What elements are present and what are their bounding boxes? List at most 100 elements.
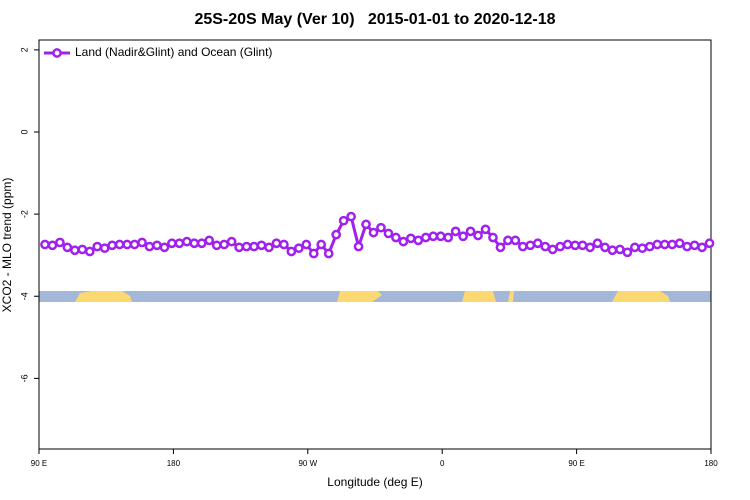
land: [462, 291, 496, 302]
x-tick-label: 90 E: [31, 459, 47, 468]
point: [644, 241, 655, 252]
point: [532, 238, 543, 249]
land: [337, 291, 382, 302]
point: [204, 235, 215, 246]
point: [607, 245, 618, 256]
point: [443, 232, 454, 243]
point: [241, 241, 252, 252]
point: [525, 240, 536, 251]
point: [488, 232, 498, 243]
point: [689, 240, 700, 251]
point: [637, 243, 648, 254]
x-tick-label: 0: [440, 459, 445, 468]
y-tick-label: 2: [19, 47, 29, 52]
point: [428, 231, 439, 242]
x-axis-label: Longitude (deg E): [327, 475, 422, 489]
point: [286, 246, 297, 257]
point: [659, 239, 670, 250]
point: [697, 242, 707, 253]
point: [144, 241, 155, 252]
point: [495, 242, 506, 253]
x-tick-label: 90 E: [568, 459, 584, 468]
point: [353, 241, 364, 252]
legend-marker: [52, 48, 62, 58]
land: [612, 291, 670, 302]
point: [226, 236, 237, 247]
point: [510, 235, 521, 246]
point: [398, 236, 409, 247]
point: [458, 231, 468, 242]
point: [219, 239, 230, 250]
point: [189, 238, 200, 249]
legend-label: Land (Nadir&Glint) and Ocean (Glint): [75, 45, 272, 59]
point: [129, 239, 140, 250]
point: [405, 233, 416, 244]
point: [122, 239, 132, 250]
point: [540, 241, 551, 252]
point: [181, 236, 192, 247]
point: [517, 241, 528, 252]
point: [570, 240, 580, 251]
y-tick-label: -4: [19, 292, 29, 300]
point: [40, 239, 50, 250]
point: [652, 239, 663, 250]
point: [368, 227, 379, 238]
point: [592, 238, 603, 249]
point: [331, 229, 342, 240]
point: [84, 246, 95, 257]
point: [391, 232, 401, 243]
land: [508, 291, 514, 302]
y-axis-label: XCO2 - MLO trend (ppm): [0, 178, 14, 313]
point: [249, 241, 259, 252]
point: [667, 239, 678, 250]
point: [159, 242, 170, 253]
y-tick-label: -6: [19, 374, 29, 382]
point: [562, 239, 573, 250]
point: [503, 235, 513, 246]
point: [615, 244, 625, 255]
point: [137, 237, 147, 248]
point: [69, 245, 80, 256]
point: [92, 241, 103, 252]
land-ocean-band: [39, 291, 711, 302]
point: [107, 240, 118, 251]
point: [47, 240, 58, 251]
point: [682, 241, 692, 252]
x-tick-label: 180: [704, 459, 718, 468]
point: [450, 226, 461, 237]
point: [555, 241, 566, 252]
point: [99, 243, 110, 254]
point: [547, 244, 558, 255]
point: [152, 240, 162, 251]
point: [435, 231, 446, 242]
x-tick-label: 180: [167, 459, 181, 468]
point: [704, 238, 715, 249]
chart-title: 25S-20S May (Ver 10) 2015-01-01 to 2020-…: [194, 11, 555, 28]
point: [196, 238, 207, 249]
point: [600, 242, 610, 253]
point: [77, 244, 88, 255]
point: [383, 228, 394, 239]
point: [279, 239, 289, 250]
y-tick-label: -2: [19, 210, 29, 218]
point: [361, 219, 371, 230]
point: [674, 238, 685, 249]
point: [473, 230, 483, 241]
point: [62, 242, 73, 253]
point: [585, 242, 595, 253]
point: [264, 242, 274, 253]
point: [167, 238, 177, 249]
point: [256, 240, 267, 251]
point: [465, 226, 476, 237]
point: [211, 240, 222, 251]
point: [420, 232, 431, 243]
point: [308, 248, 319, 259]
point: [55, 237, 65, 248]
point: [323, 248, 334, 259]
point: [271, 238, 282, 249]
point: [174, 238, 185, 249]
y-tick-label: 0: [19, 129, 29, 134]
point: [577, 240, 588, 251]
point: [413, 235, 424, 246]
